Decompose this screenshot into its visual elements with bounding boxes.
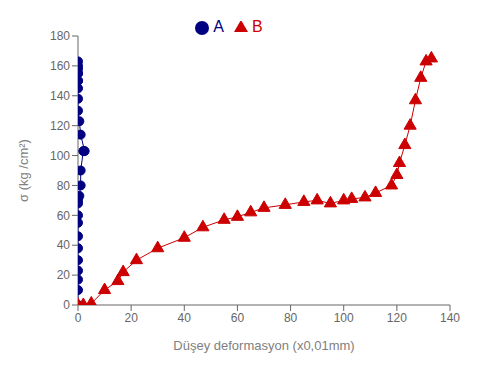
svg-text:120: 120 bbox=[387, 311, 407, 325]
svg-text:20: 20 bbox=[57, 268, 71, 282]
svg-text:80: 80 bbox=[284, 311, 298, 325]
svg-text:60: 60 bbox=[231, 311, 245, 325]
svg-text:0: 0 bbox=[75, 311, 82, 325]
svg-text:140: 140 bbox=[440, 311, 460, 325]
svg-text:160: 160 bbox=[50, 59, 70, 73]
svg-text:100: 100 bbox=[50, 149, 70, 163]
svg-text:180: 180 bbox=[50, 29, 70, 43]
svg-text:Düşey deformasyon (x0,01mm): Düşey deformasyon (x0,01mm) bbox=[173, 338, 354, 353]
html-text:B: B bbox=[252, 18, 263, 35]
svg-text:80: 80 bbox=[57, 179, 71, 193]
html-text:A: A bbox=[213, 18, 224, 35]
svg-text:40: 40 bbox=[178, 311, 192, 325]
svg-text:20: 20 bbox=[124, 311, 138, 325]
svg-text:120: 120 bbox=[50, 119, 70, 133]
svg-text:100: 100 bbox=[334, 311, 354, 325]
svg-text:140: 140 bbox=[50, 89, 70, 103]
svg-text:40: 40 bbox=[57, 238, 71, 252]
svg-text:σ (kg /cm²): σ (kg /cm²) bbox=[16, 139, 31, 202]
svg-text:0: 0 bbox=[63, 298, 70, 312]
svg-text:60: 60 bbox=[57, 209, 71, 223]
